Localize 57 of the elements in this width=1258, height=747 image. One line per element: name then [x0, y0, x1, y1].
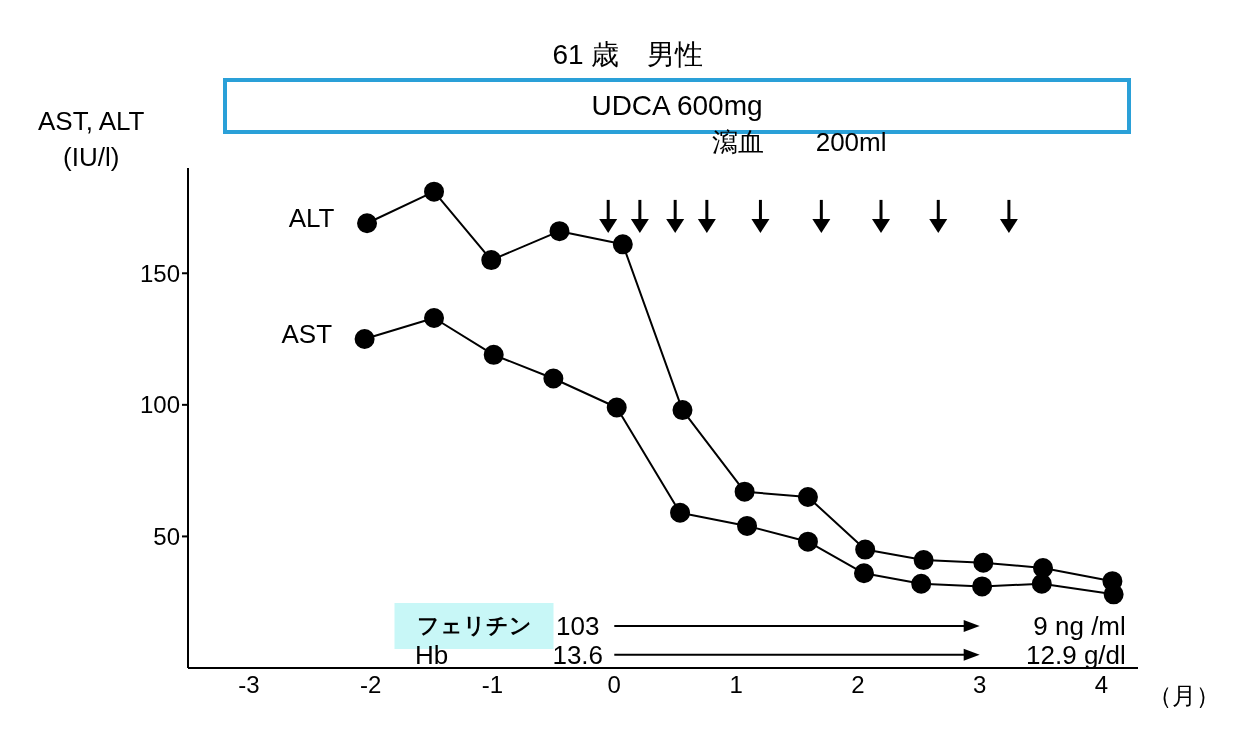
point [424, 181, 445, 202]
x-tick-label: -2 [360, 671, 382, 699]
point [666, 218, 685, 233]
point [543, 368, 564, 389]
point [672, 400, 693, 421]
point [1103, 584, 1124, 605]
annotation: フェリチン [416, 612, 532, 638]
x-axis-title: （月） [1148, 681, 1220, 711]
point [972, 576, 993, 597]
chart-subtitle: UDCA 600mg [591, 90, 763, 121]
point [424, 308, 445, 328]
point [812, 218, 831, 233]
chart-title: 61 歳 男性 [551, 38, 705, 72]
annotation: Hb [414, 639, 449, 671]
series-label: ALT [288, 202, 335, 233]
text: 瀉血 200ml [711, 125, 887, 159]
point [929, 218, 948, 233]
x-tick-label: -3 [238, 671, 260, 699]
point [357, 213, 378, 234]
point [855, 539, 876, 560]
point [697, 218, 716, 233]
x-tick-label: 1 [729, 671, 743, 699]
y-tick-label: 150 [139, 259, 180, 287]
y-tick-label: 50 [153, 522, 180, 550]
series-label: AST [281, 318, 333, 349]
point [973, 552, 994, 573]
point [670, 502, 691, 523]
point [797, 486, 818, 507]
point [751, 218, 770, 233]
point [483, 344, 504, 365]
point [549, 221, 570, 242]
y-axis-title: AST, ALT (IU/l) [38, 105, 145, 174]
annotation: 13.6 [552, 639, 604, 671]
point [853, 563, 874, 584]
x-tick-label: -1 [481, 671, 504, 699]
point [797, 531, 818, 552]
x-tick-label: 3 [972, 671, 987, 699]
point [999, 218, 1018, 233]
point [911, 573, 932, 594]
annotation: 9 ng /ml [1033, 610, 1126, 642]
point [737, 515, 758, 536]
point [913, 550, 934, 571]
annotation: 12.9 g/dl [1026, 639, 1126, 671]
x-tick-label: 2 [851, 671, 865, 699]
point [872, 218, 891, 233]
point [354, 329, 375, 350]
point [481, 250, 502, 271]
annotation: 103 [556, 610, 600, 642]
point [606, 397, 627, 418]
x-tick-label: 0 [607, 671, 621, 699]
point [599, 218, 618, 233]
point [630, 218, 649, 233]
point [734, 481, 755, 502]
point [1031, 573, 1052, 594]
x-tick-label: 4 [1094, 671, 1109, 699]
y-tick-label: 100 [139, 391, 180, 419]
point [612, 234, 633, 255]
